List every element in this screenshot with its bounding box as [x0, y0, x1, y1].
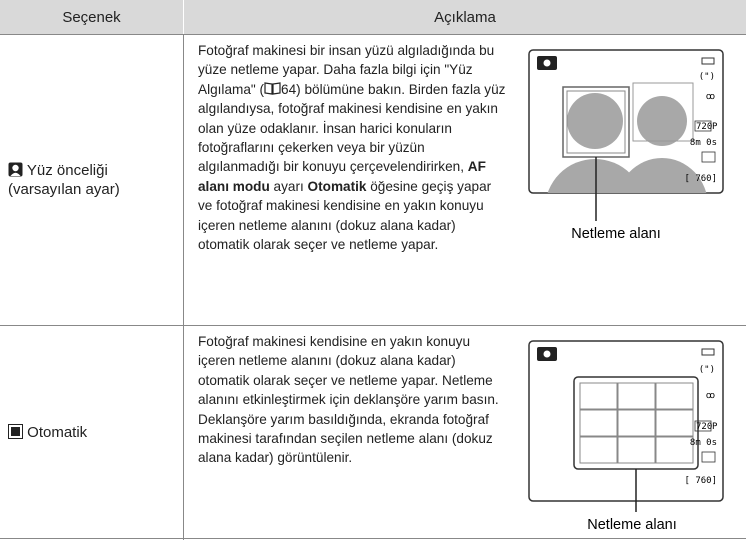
bold-text: AF alanı modu — [198, 159, 486, 194]
description-text: Fotoğraf makinesi bir insan yüzü algılad… — [198, 41, 738, 254]
description-text: Fotoğraf makinesi kendisine en yakın kon… — [198, 332, 738, 468]
screen-shots: [ 760] — [684, 174, 717, 184]
screen-resolution: 720 — [696, 422, 712, 432]
option-cell: Otomatik — [0, 326, 183, 538]
svg-text:("): (") — [699, 72, 715, 82]
figure: (") ꝏ 720 P 8m 0s [ 760] Netleme alanı — [506, 332, 738, 538]
screen-time: 8m 0s — [690, 438, 717, 448]
divider — [183, 0, 184, 34]
bold-text: Otomatik — [307, 178, 367, 194]
option-label: Otomatik — [8, 423, 87, 442]
text-run: Fotoğraf makinesi bir insan yüzü algılad… — [198, 43, 495, 97]
description-cell: (") ꝏ 720 P 8m 0s [ 760] Netleme alanı F… — [184, 326, 746, 538]
option-label: Yüz önceliği (varsayılan ayar) — [8, 161, 120, 199]
screen-time: 8m 0s — [690, 138, 717, 148]
option-text: Yüz önceliği — [26, 162, 108, 179]
screen-shots: [ 760] — [684, 476, 717, 486]
text-run: 64 — [281, 81, 297, 97]
book-icon — [264, 82, 281, 95]
divider — [0, 538, 746, 539]
face-icon — [8, 162, 23, 177]
screen-resolution: 720 — [696, 122, 712, 132]
option-text: (varsayılan ayar) — [8, 181, 120, 198]
figure: (") ꝏ 720 P 8m 0s [ 760] Netleme alanı — [506, 41, 738, 267]
header-cell: Seçenek — [0, 0, 183, 34]
text-run: Fotoğraf makinesi kendisine en yakın kon… — [198, 334, 499, 466]
svg-text:ꝏ: ꝏ — [706, 92, 715, 102]
header-cell: Açıklama — [184, 0, 746, 34]
svg-text:ꝏ: ꝏ — [706, 391, 715, 401]
screen-mode: P — [712, 122, 718, 132]
screen-mode: P — [712, 422, 718, 432]
text-run: öğesine geçiş yapar ve fotoğraf makinesi… — [198, 178, 492, 253]
figure-caption: Netleme alanı — [587, 517, 676, 533]
camera-screen: (") ꝏ 720 P 8m 0s [ 760] Netleme alanı — [528, 340, 724, 533]
svg-text:("): (") — [699, 365, 715, 375]
option-cell: Yüz önceliği (varsayılan ayar) — [0, 35, 183, 325]
auto-icon — [8, 423, 23, 439]
camera-screen: (") ꝏ 720 P 8m 0s [ 760] Netleme alanı — [528, 49, 724, 242]
option-text: Otomatik — [27, 423, 88, 441]
text-run: ayarı — [269, 178, 308, 194]
divider — [183, 34, 184, 540]
figure-caption: Netleme alanı — [571, 226, 660, 242]
divider — [0, 325, 746, 326]
text-run: ) bölümüne bakın. Birden fazla yüz algıl… — [198, 81, 506, 175]
description-cell: (") ꝏ 720 P 8m 0s [ 760] Netleme alanı F… — [184, 35, 746, 325]
divider — [0, 34, 746, 35]
